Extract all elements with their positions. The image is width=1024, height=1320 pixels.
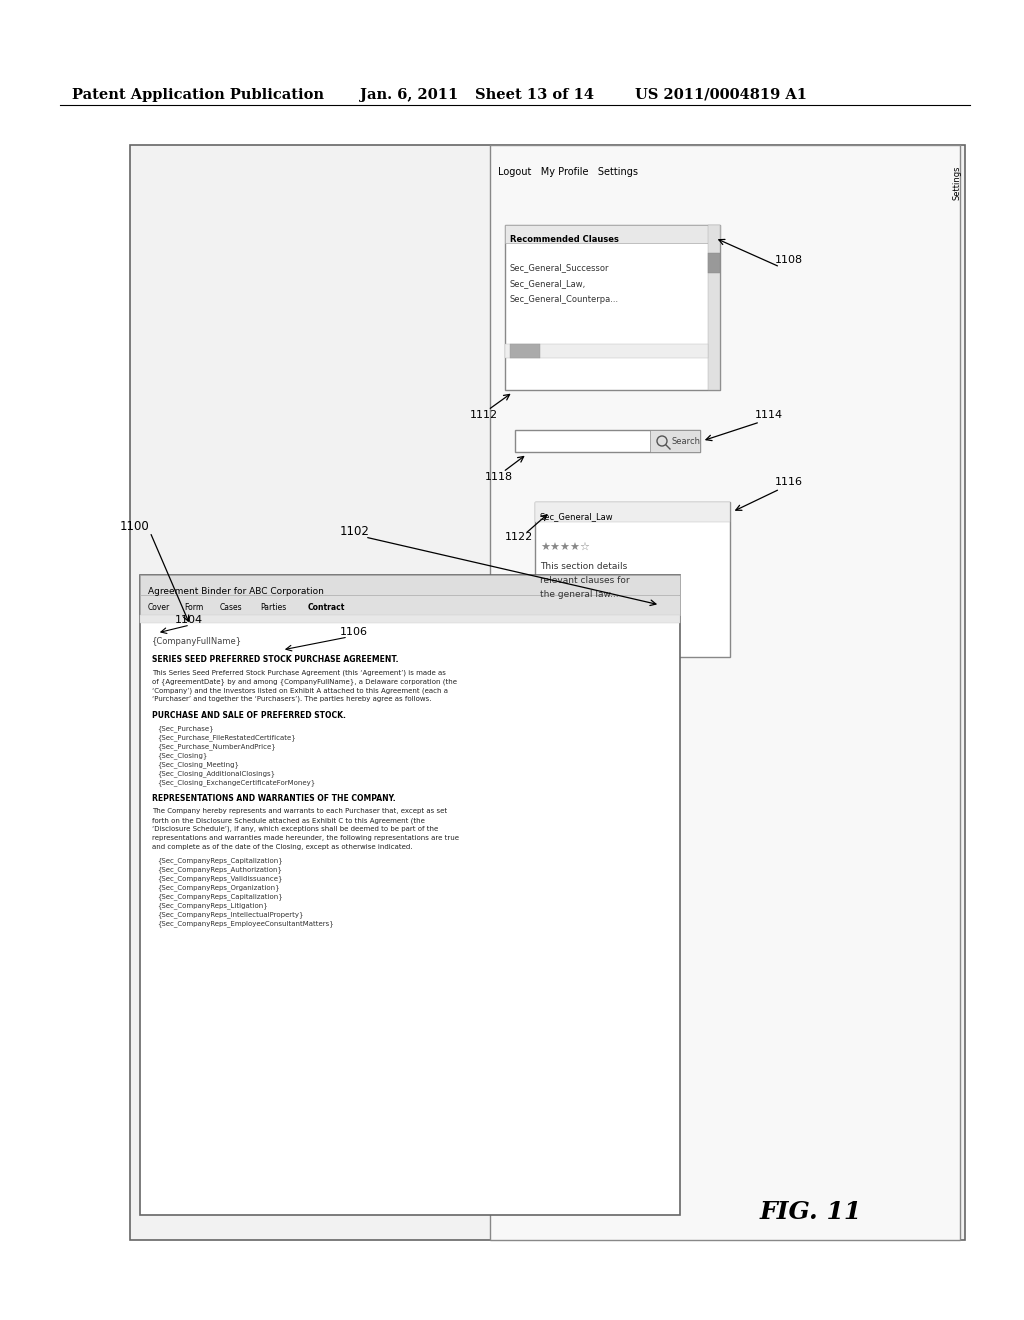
- FancyBboxPatch shape: [708, 253, 720, 273]
- Text: relevant clauses for: relevant clauses for: [540, 576, 630, 585]
- Text: Logout   My Profile   Settings: Logout My Profile Settings: [498, 168, 638, 177]
- Text: {Sec_Closing_ExchangeCertificateForMoney}: {Sec_Closing_ExchangeCertificateForMoney…: [157, 779, 315, 785]
- Text: {Sec_Closing_Meeting}: {Sec_Closing_Meeting}: [157, 762, 239, 768]
- Text: Patent Application Publication: Patent Application Publication: [72, 88, 324, 102]
- Text: SERIES SEED PREFERRED STOCK PURCHASE AGREEMENT.: SERIES SEED PREFERRED STOCK PURCHASE AGR…: [152, 655, 398, 664]
- Text: 1106: 1106: [340, 627, 368, 638]
- Text: the general law...: the general law...: [540, 590, 618, 599]
- Text: 1122: 1122: [505, 532, 534, 543]
- Text: 1112: 1112: [470, 411, 498, 420]
- Text: US 2011/0004819 A1: US 2011/0004819 A1: [635, 88, 807, 102]
- Text: Parties: Parties: [260, 602, 287, 611]
- FancyBboxPatch shape: [140, 615, 680, 623]
- Text: Cover: Cover: [148, 602, 170, 611]
- FancyBboxPatch shape: [140, 595, 680, 615]
- Text: Recommended Clauses: Recommended Clauses: [510, 235, 618, 243]
- FancyBboxPatch shape: [130, 145, 965, 1239]
- Text: FIG. 11: FIG. 11: [760, 1200, 862, 1224]
- Text: 1104: 1104: [175, 615, 203, 624]
- Text: Sec_General_Counterpa...: Sec_General_Counterpa...: [510, 294, 620, 304]
- FancyBboxPatch shape: [505, 224, 720, 389]
- FancyBboxPatch shape: [535, 502, 730, 521]
- FancyBboxPatch shape: [140, 576, 680, 1214]
- FancyBboxPatch shape: [535, 502, 730, 657]
- Text: Settings: Settings: [953, 165, 962, 199]
- FancyBboxPatch shape: [510, 345, 540, 358]
- Text: Sec_General_Law: Sec_General_Law: [540, 512, 613, 521]
- Text: Sheet 13 of 14: Sheet 13 of 14: [475, 88, 594, 102]
- Text: and complete as of the date of the Closing, except as otherwise indicated.: and complete as of the date of the Closi…: [152, 843, 413, 850]
- Text: Agreement Binder for ABC Corporation: Agreement Binder for ABC Corporation: [148, 587, 324, 597]
- Text: ★★★★☆: ★★★★☆: [540, 543, 590, 552]
- Text: Cases: Cases: [220, 602, 243, 611]
- Text: {Sec_CompanyReps_Validissuance}: {Sec_CompanyReps_Validissuance}: [157, 875, 283, 882]
- Text: Contract: Contract: [308, 602, 345, 611]
- FancyBboxPatch shape: [505, 224, 720, 243]
- Text: representations and warranties made hereunder, the following representations are: representations and warranties made here…: [152, 836, 459, 841]
- Text: This Series Seed Preferred Stock Purchase Agreement (this ‘Agreement’) is made a: This Series Seed Preferred Stock Purchas…: [152, 669, 445, 676]
- Text: {Sec_CompanyReps_Authorization}: {Sec_CompanyReps_Authorization}: [157, 866, 282, 873]
- Text: forth on the Disclosure Schedule attached as Exhibit C to this Agreement (the: forth on the Disclosure Schedule attache…: [152, 817, 425, 824]
- Text: This section details: This section details: [540, 562, 628, 572]
- Text: {Sec_CompanyReps_Capitalization}: {Sec_CompanyReps_Capitalization}: [157, 894, 283, 900]
- Text: The Company hereby represents and warrants to each Purchaser that, except as set: The Company hereby represents and warran…: [152, 808, 447, 814]
- FancyBboxPatch shape: [505, 345, 708, 358]
- Text: PURCHASE AND SALE OF PREFERRED STOCK.: PURCHASE AND SALE OF PREFERRED STOCK.: [152, 711, 346, 719]
- Text: 1102: 1102: [340, 525, 370, 539]
- Text: 1116: 1116: [775, 477, 803, 487]
- FancyBboxPatch shape: [490, 145, 961, 1239]
- Text: ‘Company’) and the Investors listed on Exhibit A attached to this Agreement (eac: ‘Company’) and the Investors listed on E…: [152, 686, 449, 693]
- FancyBboxPatch shape: [515, 430, 700, 451]
- Text: {Sec_CompanyReps_EmployeeConsultantMatters}: {Sec_CompanyReps_EmployeeConsultantMatte…: [157, 920, 334, 927]
- Text: {Sec_CompanyReps_IntellectualProperty}: {Sec_CompanyReps_IntellectualProperty}: [157, 911, 303, 917]
- Text: of {AgreementDate} by and among {CompanyFullName}, a Delaware corporation (the: of {AgreementDate} by and among {Company…: [152, 678, 457, 685]
- Text: {Sec_Purchase}: {Sec_Purchase}: [157, 725, 214, 731]
- Text: {Sec_Closing}: {Sec_Closing}: [157, 752, 208, 759]
- Text: {Sec_Purchase_FileRestatedCertificate}: {Sec_Purchase_FileRestatedCertificate}: [157, 734, 296, 741]
- Text: Jan. 6, 2011: Jan. 6, 2011: [360, 88, 459, 102]
- Text: Sec_General_Law,: Sec_General_Law,: [510, 279, 587, 288]
- FancyBboxPatch shape: [708, 224, 720, 389]
- Text: Form: Form: [184, 602, 203, 611]
- Text: 1108: 1108: [775, 255, 803, 265]
- Text: Sec_General_Successor: Sec_General_Successor: [510, 263, 609, 272]
- Text: {Sec_Purchase_NumberAndPrice}: {Sec_Purchase_NumberAndPrice}: [157, 743, 275, 750]
- FancyBboxPatch shape: [650, 430, 700, 451]
- Text: {Sec_Closing_AdditionalClosings}: {Sec_Closing_AdditionalClosings}: [157, 770, 275, 776]
- FancyBboxPatch shape: [140, 576, 680, 595]
- Text: {Sec_CompanyReps_Organization}: {Sec_CompanyReps_Organization}: [157, 884, 280, 891]
- Text: {CompanyFullName}: {CompanyFullName}: [152, 638, 242, 645]
- Text: 1118: 1118: [485, 473, 513, 482]
- Text: {Sec_CompanyReps_Capitalization}: {Sec_CompanyReps_Capitalization}: [157, 857, 283, 863]
- Text: 1100: 1100: [120, 520, 150, 533]
- Text: Search: Search: [672, 437, 701, 446]
- Text: ‘Purchaser’ and together the ‘Purchasers’). The parties hereby agree as follows.: ‘Purchaser’ and together the ‘Purchasers…: [152, 696, 431, 702]
- Text: REPRESENTATIONS AND WARRANTIES OF THE COMPANY.: REPRESENTATIONS AND WARRANTIES OF THE CO…: [152, 795, 395, 803]
- Text: ‘Disclosure Schedule’), if any, which exceptions shall be deemed to be part of t: ‘Disclosure Schedule’), if any, which ex…: [152, 826, 438, 833]
- Text: {Sec_CompanyReps_Litigation}: {Sec_CompanyReps_Litigation}: [157, 902, 267, 908]
- Text: 1114: 1114: [755, 411, 783, 420]
